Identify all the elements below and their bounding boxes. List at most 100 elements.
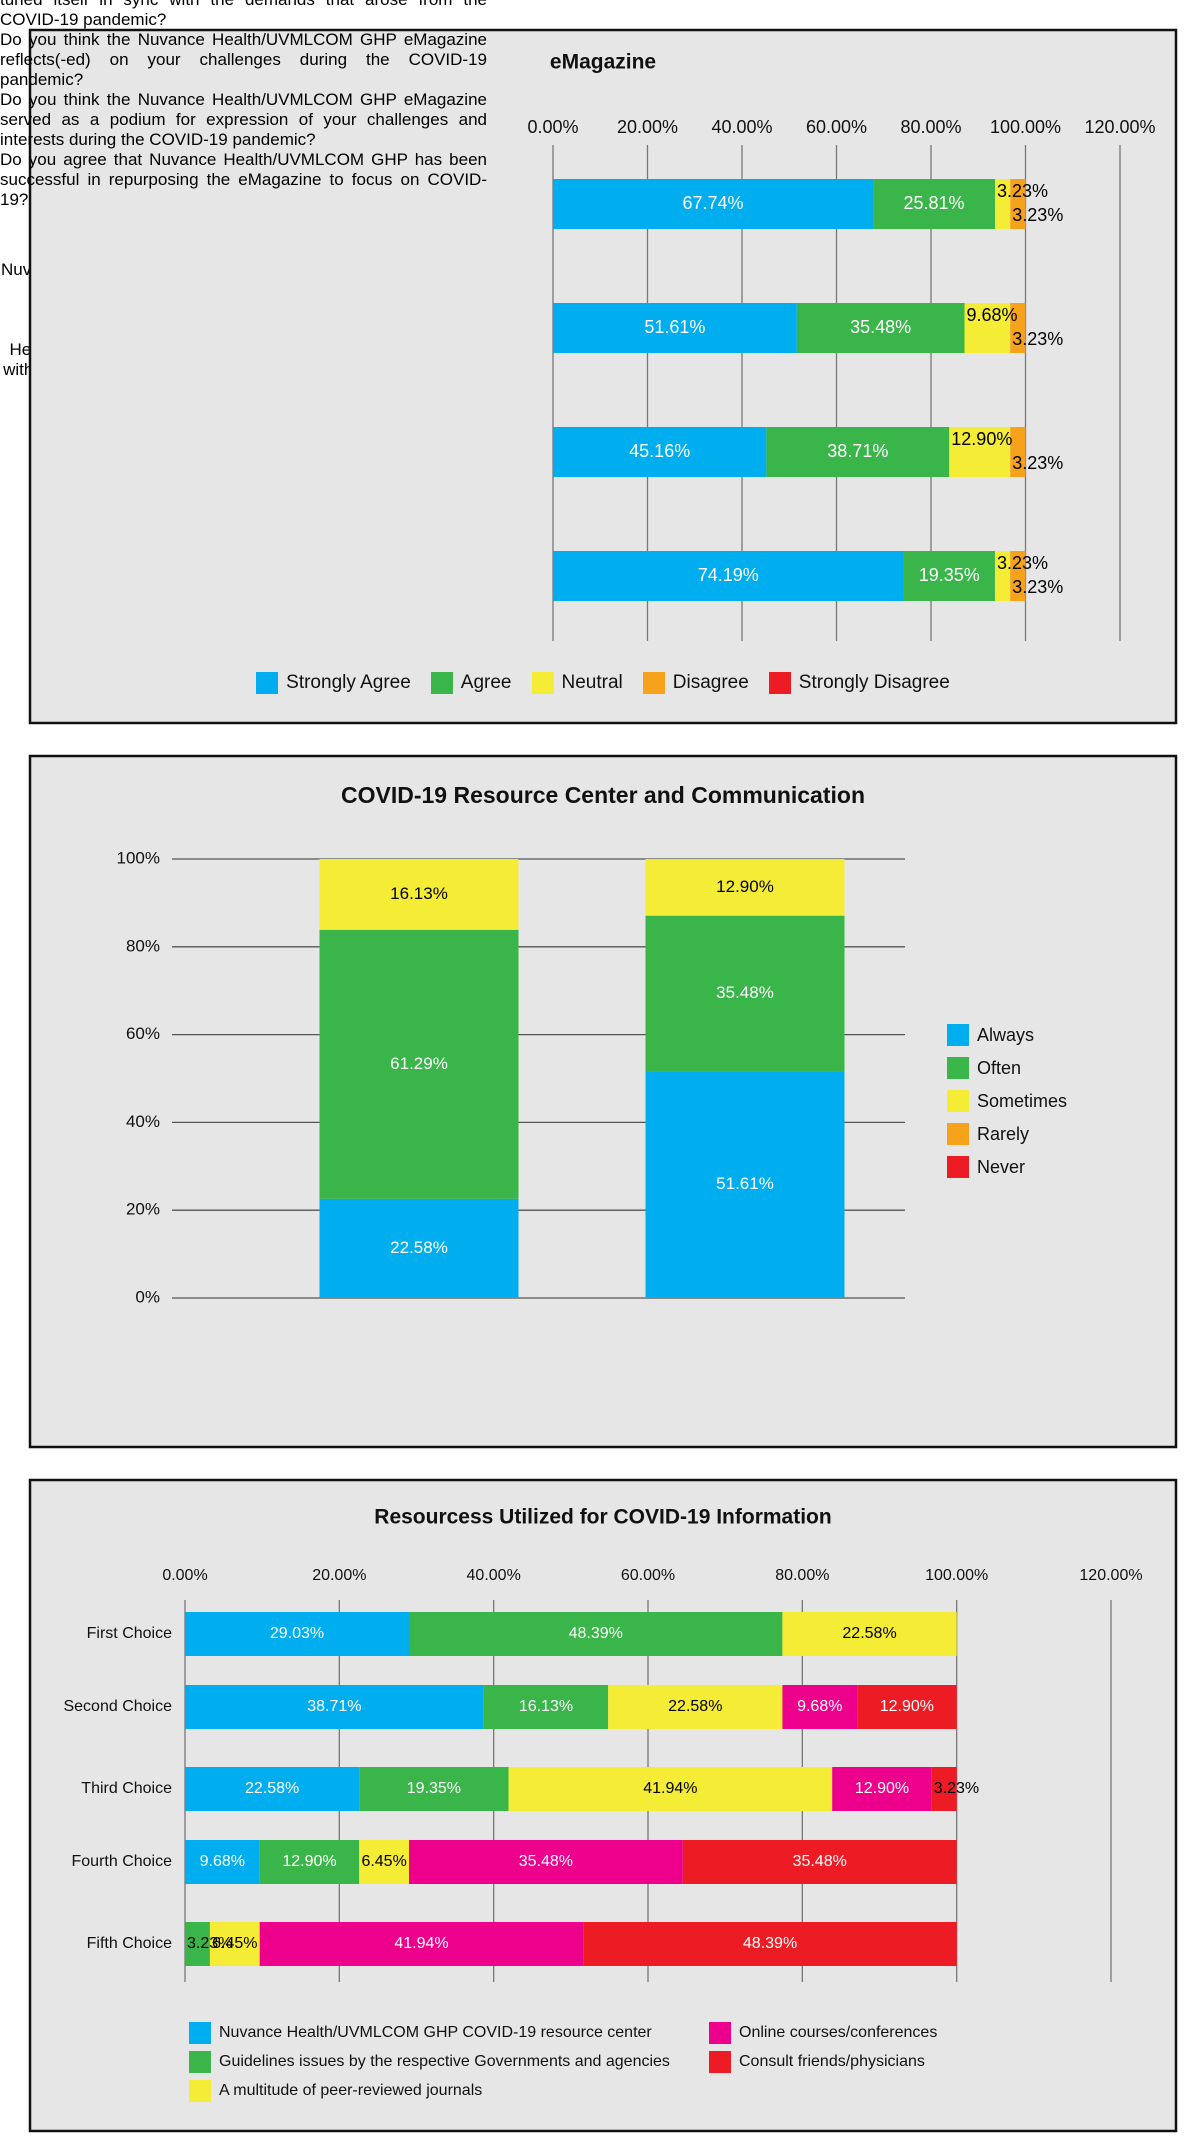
legend-swatch [189,2050,211,2073]
x-tick-label: 80.00% [900,117,961,137]
bar-segment [964,303,1011,353]
category-label: First Choice [87,1625,172,1642]
bar-segment [873,179,996,229]
legend-swatch [947,1090,969,1112]
legend-swatch [256,672,279,694]
value-label: 22.58% [390,1238,448,1257]
x-tick-label: 0.00% [527,117,578,137]
bar-segment [319,859,519,930]
value-label: 12.90% [951,429,1012,449]
legend-item: Strongly Agree [256,672,411,694]
value-label: 3.23% [934,1780,979,1797]
bar-segment [931,1767,957,1811]
bar-segment [185,1767,360,1811]
value-label: 12.90% [855,1780,909,1797]
value-label: 3.23% [997,553,1048,573]
bar-segment [645,859,845,916]
category-label: Fifth Choice [87,1935,172,1952]
x-tick-label: 120.00% [1084,117,1155,137]
value-label: 3.23% [187,1935,232,1952]
bar-segment [1010,179,1026,229]
bar-segment [508,1767,833,1811]
y-tick-label: 0% [135,1287,160,1306]
value-label: 48.39% [743,1935,797,1952]
bar-segment [1010,551,1026,601]
value-label: 3.23% [1012,453,1063,473]
bar-segment [319,929,519,1199]
bar-segment [185,1612,410,1656]
category-label: Fourth Choice [72,1853,173,1870]
value-label: 16.13% [390,884,448,903]
value-label: 51.61% [716,1174,774,1193]
value-label: 35.48% [716,983,774,1002]
value-label: 51.61% [644,317,705,337]
bar-segment [994,551,1011,601]
bar-segment [259,1922,584,1966]
x-tick-label: 40.00% [711,117,772,137]
legend-swatch [189,2079,211,2102]
bar-segment [553,303,797,353]
bar-segment [319,1198,519,1298]
legend-swatch [947,1123,969,1145]
x-tick-label: 20.00% [617,117,678,137]
legend-item: A multitude of peer-reviewed journals [189,2076,709,2105]
y-tick-label: 20% [126,1200,160,1219]
bar-segment [766,427,950,477]
value-label: 12.90% [880,1698,934,1715]
legend-item: Consult friends/physicians [709,2047,937,2076]
chart-title: COVID-19 Resource Center and Communicati… [341,782,865,808]
value-label: 9.68% [797,1698,842,1715]
legend-item: Nuvance Health/UVMLCOM GHP COVID-19 reso… [189,2018,709,2047]
value-label: 22.58% [842,1625,896,1642]
legend-label: Online courses/conferences [739,2023,938,2041]
bar-segment [553,427,767,477]
bar-segment [1010,427,1026,477]
legend-label: Strongly Agree [286,672,411,693]
value-label: 29.03% [270,1625,324,1642]
legend-swatch [430,672,453,694]
value-label: 48.39% [569,1625,623,1642]
legend-item: Sometimes [947,1090,1067,1112]
x-tick-label: 20.00% [312,1567,366,1584]
bar-segment [185,1922,210,1966]
value-label: 3.23% [1012,329,1063,349]
y-tick-label: 80% [126,936,160,955]
category-label: Do you think the Nuvance Health/UVMLCOM … [0,0,487,29]
legend: Always Often Sometimes Rarely Never [947,1024,1067,1178]
x-tick-label: 60.00% [806,117,867,137]
legend-swatch [947,1024,969,1046]
legend-label: Agree [460,672,512,693]
bar-segment [409,1612,783,1656]
chart-title: Resourcess Utilized for COVID-19 Informa… [374,1506,831,1529]
legend-item: Often [947,1057,1067,1079]
bar-segment [583,1922,957,1966]
legend-item: Disagree [642,672,749,694]
value-label: 22.58% [245,1780,299,1797]
value-label: 35.48% [519,1853,573,1870]
bar-segment [903,551,995,601]
value-label: 6.45% [212,1935,257,1952]
value-label: 12.90% [716,877,774,896]
chart-title: eMagazine [550,51,656,74]
panel [28,28,1178,725]
value-label: 12.90% [282,1853,336,1870]
legend-item: Never [947,1156,1067,1178]
legend-item: Online courses/conferences [709,2018,937,2047]
legend-swatch [642,672,665,694]
bar-segment [857,1685,957,1729]
value-label: 3.23% [1012,577,1063,597]
x-tick-label: 80.00% [775,1567,829,1584]
bar-segment [645,1071,845,1298]
value-label: 38.71% [307,1698,361,1715]
value-label: 35.48% [793,1853,847,1870]
category-label: Second Choice [63,1698,172,1715]
y-tick-label: 40% [126,1112,160,1131]
value-label: 45.16% [629,441,690,461]
value-label: 38.71% [827,441,888,461]
bar-segment [782,1685,858,1729]
y-tick-label: 60% [126,1024,160,1043]
x-tick-label: 120.00% [1079,1567,1142,1584]
value-label: 9.68% [967,305,1018,325]
value-label: 61.29% [390,1054,448,1073]
